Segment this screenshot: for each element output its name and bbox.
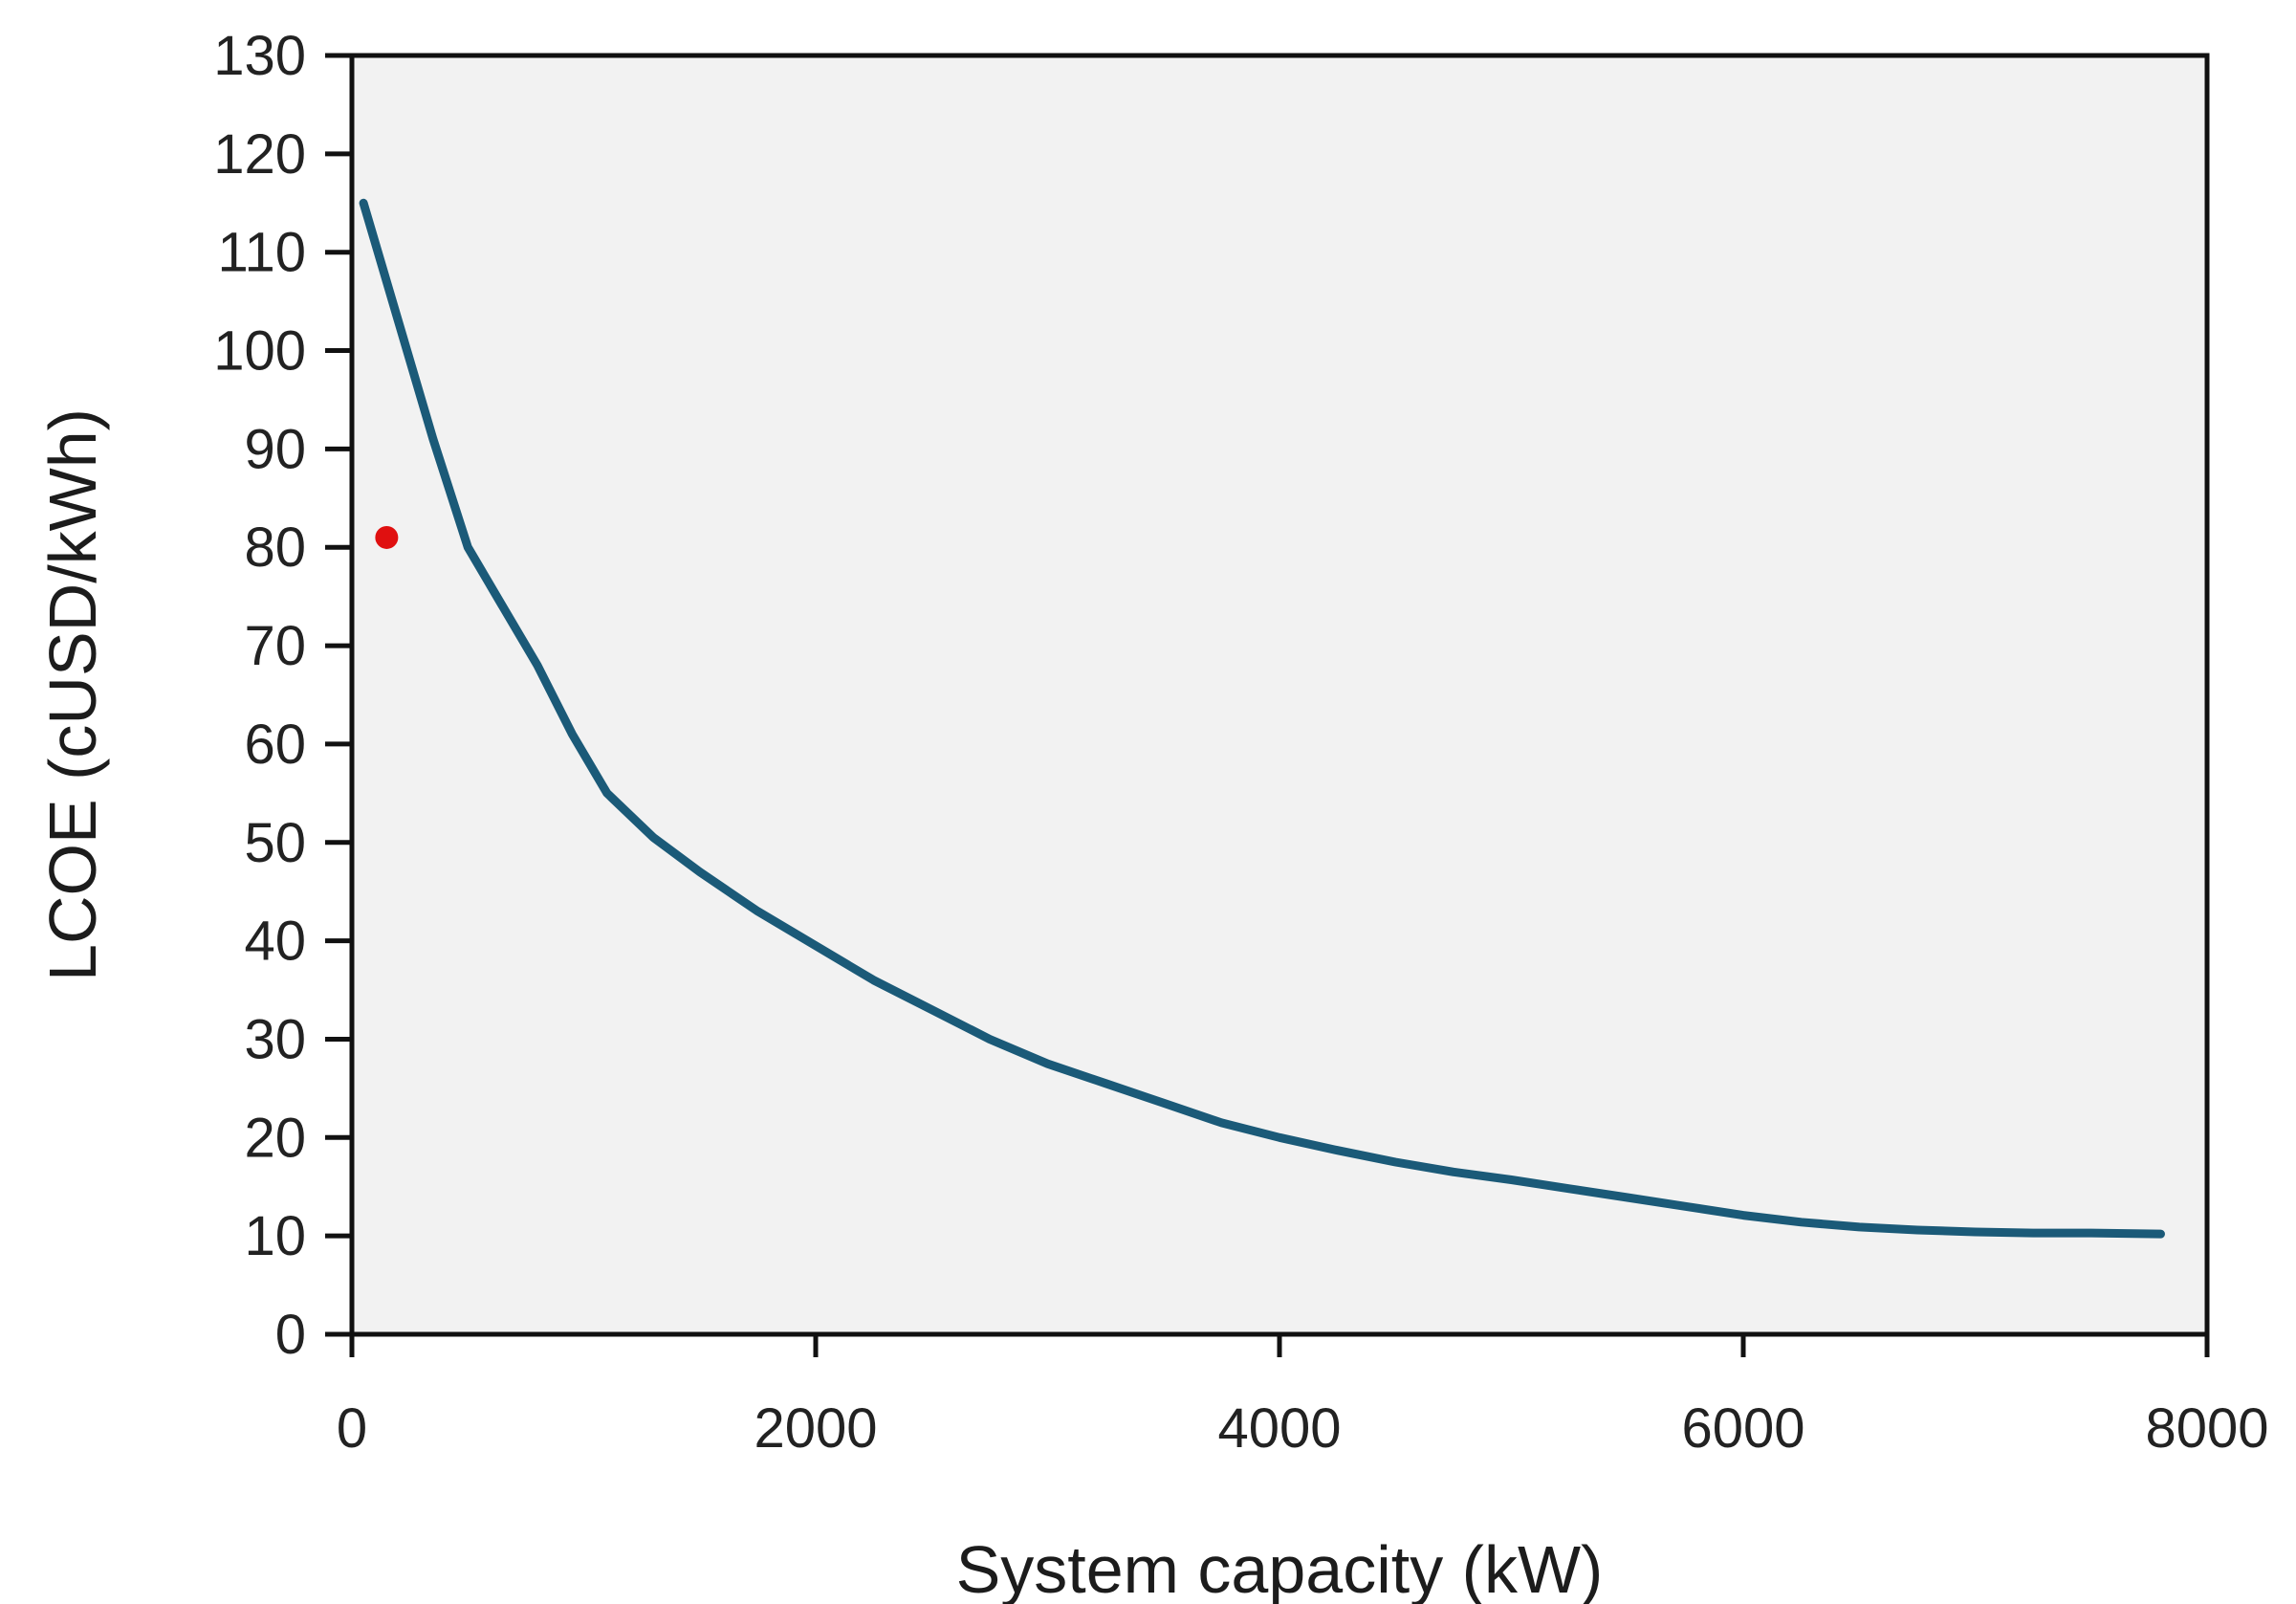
data-point-marker: [375, 525, 399, 549]
y-tick-label: 130: [213, 25, 306, 87]
y-tick-label: 60: [244, 714, 306, 776]
y-tick-label: 100: [213, 320, 306, 383]
x-tick-label: 0: [337, 1397, 367, 1460]
y-tick-label: 30: [244, 1008, 306, 1070]
plot-frame: [349, 53, 2210, 1337]
series-layer: [359, 198, 2165, 1239]
x-tick-label: 8000: [2145, 1397, 2268, 1460]
y-axis-ticks: 0 10 20 30 40 50 60 70 80 90 100 110 120 130: [213, 25, 352, 1366]
y-tick-label: 10: [244, 1205, 306, 1267]
y-tick-label: 110: [218, 222, 306, 284]
x-tick-label: 4000: [1217, 1397, 1341, 1460]
y-tick-label: 120: [213, 123, 306, 186]
y-tick-label: 70: [244, 615, 306, 677]
y-axis-title: LCOE (cUSD/kWh): [35, 408, 110, 981]
y-tick-label: 80: [244, 516, 306, 579]
x-axis-title: System capacity (kW): [956, 1532, 1604, 1604]
x-axis-ticks: 0 2000 4000 6000 8000: [337, 1334, 2269, 1460]
x-tick-label: 6000: [1681, 1397, 1804, 1460]
y-tick-label: 90: [244, 418, 306, 480]
y-tick-label: 20: [244, 1107, 306, 1169]
x-tick-label: 2000: [754, 1397, 877, 1460]
y-tick-label: 40: [244, 911, 306, 973]
plot-area: [352, 55, 2207, 1334]
points-layer: [375, 525, 399, 549]
y-tick-label: 50: [244, 812, 306, 874]
y-tick-label: 0: [275, 1304, 306, 1366]
lcoe-curve: [359, 198, 2165, 1239]
